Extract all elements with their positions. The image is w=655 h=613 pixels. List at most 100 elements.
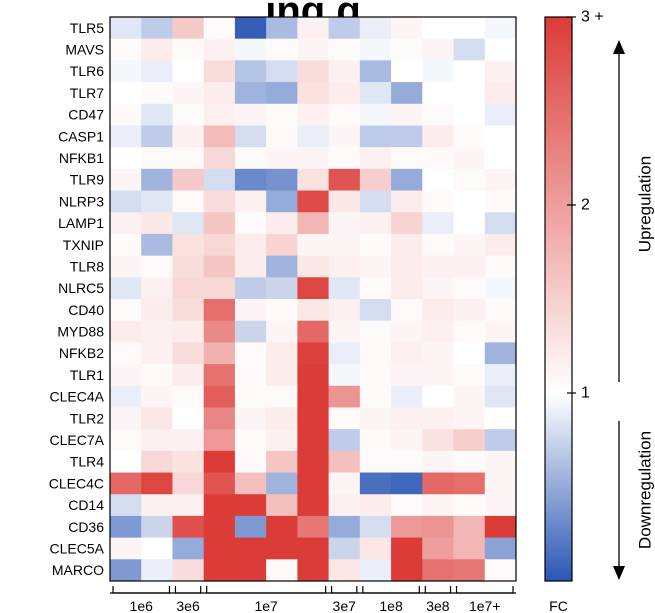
heatmap-cell [391,429,423,452]
heatmap-cell [391,147,423,170]
heatmap-cell [266,385,298,408]
heatmap-cell [328,515,361,539]
heatmap-cell [484,60,517,83]
heatmap-cell [297,82,330,105]
heatmap-cell [203,190,236,213]
group-label: 1e7 [254,598,278,613]
heatmap-cell [328,407,361,430]
heatmap-cell [328,429,361,452]
heatmap-cell [359,407,392,430]
heatmap-cell [234,212,267,235]
heatmap-cell [172,385,205,408]
heatmap-cell [484,537,517,560]
heatmap-cell [203,472,236,495]
heatmap-cell [453,147,486,170]
heatmap-cell [328,38,361,61]
heatmap-cell [141,233,173,257]
heatmap-cell [141,255,173,278]
heatmap-cell [266,17,298,40]
heatmap-cell [453,320,486,343]
heatmap-cell [484,168,517,191]
heatmap-cell [297,342,330,365]
heatmap-cell [484,342,517,365]
upregulation-label: Upregulation [636,156,655,252]
heatmap-cell [234,82,267,105]
colorbar-gradient [544,16,573,582]
heatmap-cell [297,559,330,582]
heatmap-cell [203,429,236,452]
heatmap-cell [141,147,173,170]
heatmap-cell [359,537,392,560]
heatmap-cell [328,494,361,517]
heatmap-cell [422,407,454,430]
heatmap-cell [328,168,361,191]
heatmap-cell [453,82,486,105]
heatmap-cell [141,17,173,40]
heatmap-cell [172,537,205,560]
heatmap-cell [234,429,267,452]
heatmap-cell [266,364,298,387]
heatmap-cell [484,559,517,582]
heatmap-cell [359,125,392,148]
heatmap-cell [297,320,330,343]
heatmap-cell [203,494,236,517]
heatmap-cell [391,494,423,517]
row-label: CD14 [68,497,104,513]
heatmap-cell [110,450,142,473]
heatmap-cell [422,17,454,40]
heatmap-cell [391,472,423,495]
heatmap-cell [297,60,330,83]
heatmap-cell [391,212,423,235]
row-label: LAMP1 [58,215,104,231]
row-label: MAVS [65,42,104,58]
heatmap-cell [328,17,361,40]
heatmap-cell [203,385,236,408]
heatmap-cell [266,38,298,61]
heatmap-cell [266,82,298,105]
row-label: CLEC7A [50,432,105,448]
heatmap-cell [422,320,454,343]
heatmap-cell [422,103,454,126]
heatmap-cell [203,407,236,430]
heatmap-cell [172,17,205,40]
heatmap-cell [266,450,298,473]
heatmap-cell [203,103,236,126]
heatmap-cell [141,515,173,539]
heatmap-cell [234,233,267,257]
heatmap-cell [359,385,392,408]
heatmap-cell [110,407,142,430]
heatmap-cell [266,537,298,560]
group-bracket [362,586,420,594]
heatmap-cell [328,60,361,83]
heatmap-cell [484,385,517,408]
heatmap-cell [422,450,454,473]
heatmap-cell [359,147,392,170]
heatmap-cell [203,212,236,235]
heatmap-cell [328,233,361,257]
group-bracket [112,586,171,594]
heatmap-cell [110,342,142,365]
heatmap-cell [110,429,142,452]
heatmap-cell [359,364,392,387]
up-arrow-icon [613,40,625,54]
heatmap-cell [359,233,392,257]
heatmap-cell [203,255,236,278]
heatmap-cell [453,450,486,473]
column-group-labels: 1e6 3e6 1e7 3e7 1e8 3e8 1e7+αPD1 [110,586,516,613]
heatmap-cell [110,320,142,343]
heatmap-cell [359,494,392,517]
heatmap-cell [266,255,298,278]
heatmap-frame [109,16,517,582]
heatmap-cell [234,255,267,278]
heatmap-cell [141,537,173,560]
heatmap-cell [422,233,454,257]
heatmap-cell [234,494,267,517]
heatmap-cell [391,320,423,343]
heatmap-cell [328,103,361,126]
heatmap-cell [484,82,517,105]
group-label: 1e6 [130,598,154,613]
heatmap-cell [422,385,454,408]
heatmap-cell [484,103,517,126]
heatmap-cell [203,17,236,40]
